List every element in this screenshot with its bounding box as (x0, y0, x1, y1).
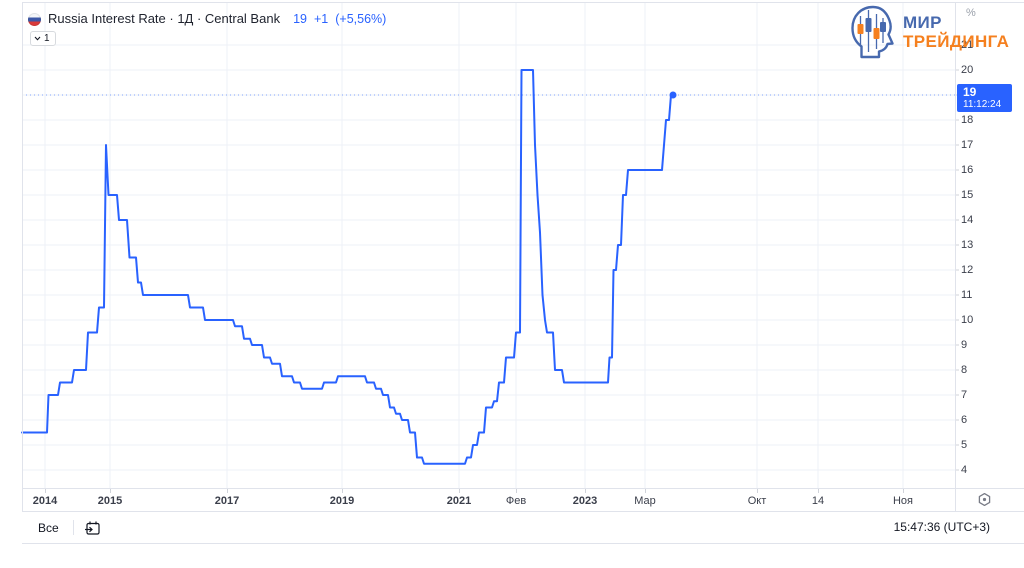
time-tick (645, 489, 646, 493)
last-price-tag[interactable]: 19 11:12:24 (957, 84, 1012, 112)
price-change: +1 (313, 12, 329, 26)
time-tick (227, 489, 228, 493)
toolbar-divider (72, 520, 74, 535)
time-tick (110, 489, 111, 493)
goto-date-button[interactable] (82, 517, 104, 539)
price-scale-label: 6 (961, 414, 968, 426)
time-scale-label: 2017 (214, 495, 240, 507)
russia-flag-icon (28, 12, 41, 26)
last-point-dot (669, 91, 677, 99)
time-scale[interactable]: 2014 2015 2017 2019 2021 Фев 2023 Мар Окт 14 Ноя (22, 489, 1024, 511)
price-scale-unit: % (966, 7, 976, 19)
trader-head-icon (851, 5, 894, 59)
time-scale-border (22, 488, 1024, 489)
bottom-toolbar: Все 15:47:36 (UTC+3) (22, 512, 1024, 543)
time-scale-label: Ноя (892, 495, 914, 507)
brand-line-1: МИР (903, 13, 942, 32)
price-scale-label: 16 (961, 164, 974, 176)
interval-dropdown-button[interactable]: 1 (30, 31, 56, 46)
price-scale-label: 8 (961, 364, 968, 376)
left-border (22, 2, 23, 512)
price-scale-label: 9 (961, 339, 968, 351)
time-scale-label: 2019 (329, 495, 355, 507)
toolbar-top-border (22, 511, 1024, 512)
price-scale-border (955, 3, 956, 512)
time-scale-label: Окт (747, 495, 767, 507)
brand-text: МИР ТРЕЙДИНГА (903, 13, 1009, 51)
time-scale-label: 2014 (32, 495, 58, 507)
interval-label: 1 (44, 33, 50, 44)
rate-series-line (21, 69, 674, 465)
time-tick (818, 489, 819, 493)
price-scale[interactable]: % 19 11:12:24 4 5 6 7 8 9 10 11 12 13 14 15 16 17 18 20… (955, 3, 1024, 488)
price-scale-label: 11 (961, 289, 973, 301)
scale-settings-button[interactable] (973, 489, 995, 509)
chevron-down-icon (34, 36, 41, 41)
calendar-goto-icon (85, 521, 100, 535)
gear-icon (978, 492, 990, 506)
time-tick (585, 489, 586, 493)
time-tick (342, 489, 343, 493)
top-border (22, 2, 1024, 3)
price-scale-label: 20 (961, 64, 974, 76)
time-scale-label: 14 (811, 495, 825, 507)
last-price-tag-time: 11:12:24 (963, 99, 1002, 110)
time-tick (903, 489, 904, 493)
price-scale-label: 18 (961, 114, 974, 126)
range-all-button[interactable]: Все (38, 520, 59, 535)
time-tick (45, 489, 46, 493)
price-scale-label: 15 (961, 189, 974, 201)
price-scale-label: 10 (961, 314, 974, 326)
price-scale-label: 17 (961, 139, 974, 151)
last-price: 19 (293, 12, 307, 26)
time-scale-label: 2021 (446, 495, 472, 507)
time-scale-label: Фев (505, 495, 527, 507)
last-price-tag-value: 19 (963, 85, 977, 99)
price-scale-label: 12 (961, 264, 974, 276)
toolbar-bottom-border (22, 543, 1024, 544)
time-tick (459, 489, 460, 493)
time-scale-label: Мар (634, 495, 656, 507)
server-clock: 15:47:36 (UTC+3) (893, 520, 990, 534)
time-scale-label: 2023 (572, 495, 598, 507)
symbol-header: Russia Interest Rate · 1Д · Central Bank… (28, 11, 386, 27)
price-change-percent: (+5,56%) (335, 12, 387, 26)
brand-logo[interactable]: МИР ТРЕЙДИНГА (846, 5, 1009, 59)
price-scale-label: 4 (961, 464, 968, 476)
time-tick (516, 489, 517, 493)
price-scale-label: 7 (961, 389, 968, 401)
time-tick (757, 489, 758, 493)
symbol-title: Russia Interest Rate · 1Д · Central Bank (48, 11, 281, 26)
time-scale-label: 2015 (97, 495, 123, 507)
price-scale-label: 5 (961, 439, 968, 451)
price-scale-label: 13 (961, 239, 974, 251)
price-scale-label: 14 (961, 214, 974, 226)
price-scale-label: 21 (961, 39, 974, 51)
brand-line-2: ТРЕЙДИНГА (903, 32, 1010, 51)
rate-line-chart[interactable] (0, 0, 1024, 488)
